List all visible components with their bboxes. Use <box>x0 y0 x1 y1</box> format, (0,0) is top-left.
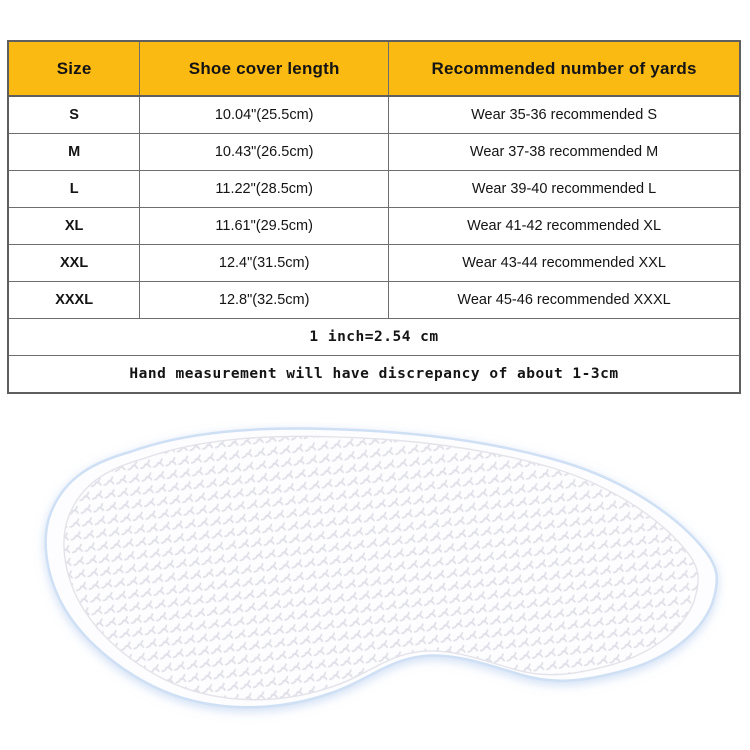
recommendation-value: Wear 45-46 recommended XXXL <box>388 281 741 319</box>
table-row-xxxl: XXXL 12.8"(32.5cm) Wear 45-46 recommende… <box>7 281 741 319</box>
length-value: 11.61"(29.5cm) <box>139 207 390 245</box>
recommendation-value: Wear 39-40 recommended L <box>388 170 741 208</box>
sole-tread-texture <box>63 435 699 701</box>
recommendation-value: Wear 41-42 recommended XL <box>388 207 741 245</box>
length-value: 10.43"(26.5cm) <box>139 133 390 171</box>
table-row-l: L 11.22"(28.5cm) Wear 39-40 recommended … <box>7 170 741 208</box>
length-value: 11.22"(28.5cm) <box>139 170 390 208</box>
note-measurement-discrepancy: Hand measurement will have discrepancy o… <box>7 355 741 394</box>
shoe-sole-image <box>26 422 726 742</box>
size-value: XL <box>7 207 141 245</box>
recommendation-value: Wear 37-38 recommended M <box>388 133 741 171</box>
size-value: XXL <box>7 244 141 282</box>
recommendation-value: Wear 35-36 recommended S <box>388 95 741 134</box>
column-header-recommended-yards: Recommended number of yards <box>388 40 741 97</box>
size-value: S <box>7 95 141 134</box>
note-row-measurement-discrepancy: Hand measurement will have discrepancy o… <box>7 355 741 394</box>
table-row-xl: XL 11.61"(29.5cm) Wear 41-42 recommended… <box>7 207 741 245</box>
length-value: 10.04"(25.5cm) <box>139 95 390 134</box>
recommendation-value: Wear 43-44 recommended XXL <box>388 244 741 282</box>
column-header-shoe-cover-length: Shoe cover length <box>139 40 390 97</box>
size-value: XXXL <box>7 281 141 319</box>
size-chart-table: Size Shoe cover length Recommended numbe… <box>7 40 741 394</box>
note-row-inch-conversion: 1 inch=2.54 cm <box>7 318 741 356</box>
length-value: 12.4"(31.5cm) <box>139 244 390 282</box>
table-row-xxl: XXL 12.4"(31.5cm) Wear 43-44 recommended… <box>7 244 741 282</box>
table-row-s: S 10.04"(25.5cm) Wear 35-36 recommended … <box>7 95 741 134</box>
note-inch-conversion: 1 inch=2.54 cm <box>7 318 741 356</box>
size-value: L <box>7 170 141 208</box>
header-row: Size Shoe cover length Recommended numbe… <box>7 40 741 97</box>
size-value: M <box>7 133 141 171</box>
table-row-m: M 10.43"(26.5cm) Wear 37-38 recommended … <box>7 133 741 171</box>
length-value: 12.8"(32.5cm) <box>139 281 390 319</box>
column-header-size: Size <box>7 40 141 97</box>
shoe-sole-svg <box>44 427 719 709</box>
